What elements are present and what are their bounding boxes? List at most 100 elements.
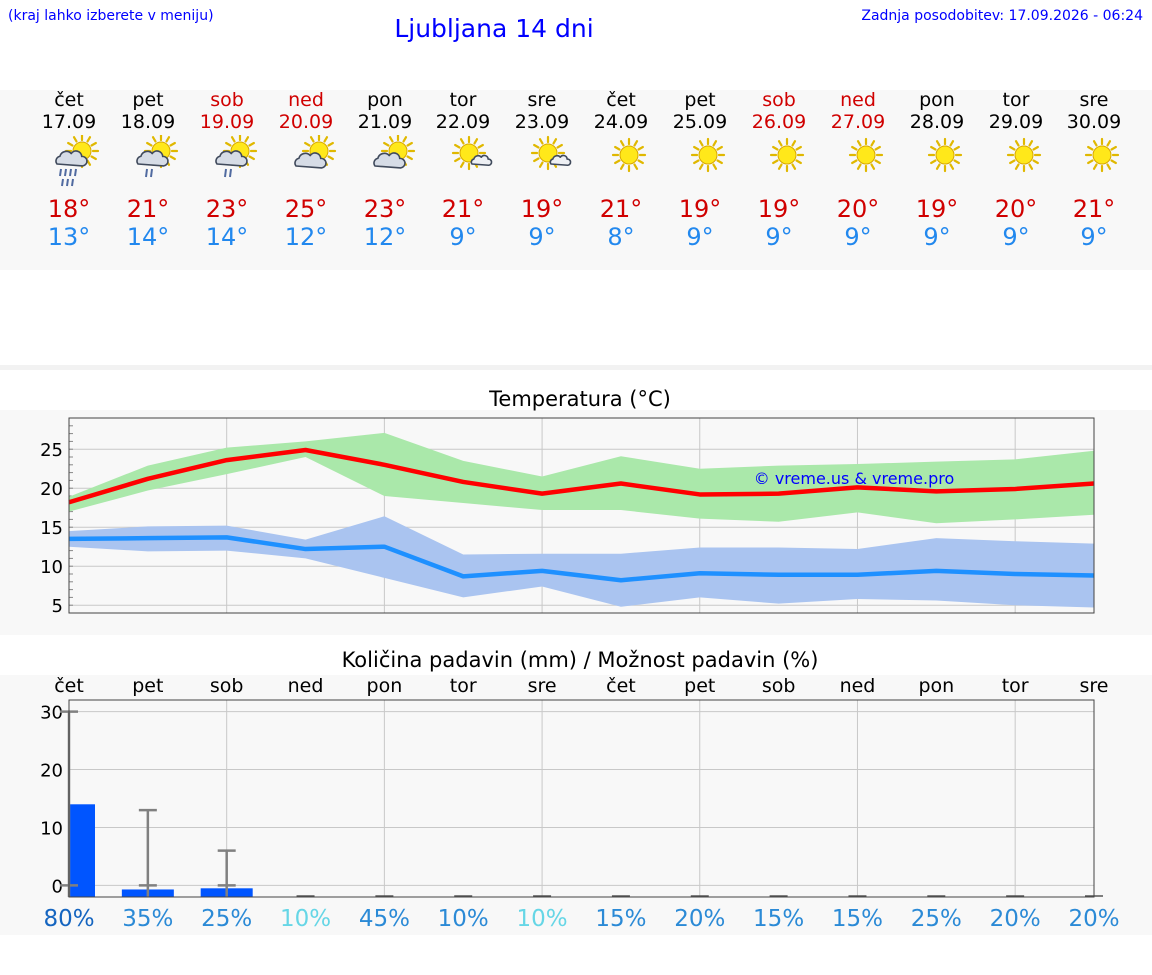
max-temperature: 18° — [47, 195, 91, 223]
min-temperature: 9° — [528, 223, 556, 251]
min-temperature: 12° — [363, 223, 407, 251]
min-temperature: 9° — [1080, 223, 1108, 251]
precipitation-probability: 10% — [517, 906, 568, 932]
max-temperature: 20° — [994, 195, 1038, 223]
y-tick-label: 20 — [40, 761, 63, 782]
min-temperature-line — [68, 535, 1095, 583]
precipitation-chart: čet pet sob ned pon tor sre čet pet sob ned pon tor s… — [40, 675, 1119, 932]
day-date: 21.09 — [357, 111, 413, 133]
max-temperature: 19° — [678, 195, 722, 223]
min-temperature: 13° — [47, 223, 91, 251]
menu-hint-link[interactable]: (kraj lahko izberete v meniju) — [8, 8, 214, 24]
day-date: 18.09 — [120, 111, 176, 133]
sun-icon — [769, 137, 805, 173]
precipitation-chart-title: Količina padavin (mm) / Možnost padavin … — [341, 648, 819, 672]
sun-cloud-rain-icon — [136, 135, 179, 178]
watermark: © vreme.us & vreme.pro — [754, 469, 955, 488]
day-name: sob — [210, 89, 244, 111]
day-column: sob 26.09 19° 9° — [739, 90, 819, 252]
daily-forecast-strip: čet 17.09 18° 13° pet 18.09 21° 14° sob 19.09 23° 1… — [0, 90, 1152, 270]
category-label: pet — [684, 675, 715, 697]
category-label: ned — [840, 675, 876, 697]
day-date: 28.09 — [909, 111, 965, 133]
max-temperature: 19° — [757, 195, 801, 223]
page-title: Ljubljana 14 dni — [394, 14, 594, 43]
day-name: tor — [1002, 89, 1030, 111]
day-date: 25.09 — [672, 111, 728, 133]
day-name: čet — [54, 89, 84, 111]
category-label: sob — [762, 675, 796, 697]
min-temperature: 14° — [205, 223, 249, 251]
day-date: 23.09 — [514, 111, 570, 133]
sun-cloud-rain-icon — [215, 135, 258, 178]
min-temperature: 12° — [284, 223, 328, 251]
category-label: čet — [54, 675, 84, 697]
day-column: pon 28.09 19° 9° — [897, 89, 977, 252]
day-date: 20.09 — [278, 111, 334, 133]
sun-icon — [1084, 137, 1120, 173]
y-tick-label: 20 — [40, 479, 63, 500]
day-date: 22.09 — [435, 111, 491, 133]
max-temperature: 23° — [205, 195, 249, 223]
max-temperature: 20° — [836, 195, 880, 223]
y-tick-label: 30 — [40, 703, 63, 724]
min-temperature: 9° — [686, 223, 714, 251]
min-temperature-band — [69, 516, 1094, 608]
y-tick-label: 15 — [40, 518, 63, 539]
day-column: čet 24.09 21° 8° — [581, 90, 661, 252]
precipitation-probability: 20% — [990, 906, 1041, 932]
sun-cloud-icon — [373, 135, 416, 169]
day-column: pet 25.09 19° 9° — [660, 89, 740, 252]
sun-icon — [1006, 137, 1042, 173]
precipitation-probability: 15% — [832, 906, 883, 932]
max-temperature: 23° — [363, 195, 407, 223]
min-temperature: 9° — [449, 223, 477, 251]
precipitation-probability: 80% — [43, 906, 94, 932]
precipitation-probability: 45% — [359, 906, 410, 932]
day-name: tor — [449, 89, 477, 111]
min-temperature: 8° — [607, 223, 635, 251]
min-temperature: 14° — [126, 223, 170, 251]
day-name: ned — [840, 89, 876, 111]
sun-small-cloud-icon — [451, 135, 493, 171]
sun-icon — [927, 137, 963, 173]
day-date: 29.09 — [988, 111, 1044, 133]
day-date: 26.09 — [751, 111, 807, 133]
max-temperature: 19° — [520, 195, 564, 223]
day-name: pet — [684, 89, 716, 111]
day-name: sre — [1079, 89, 1109, 111]
category-label: pon — [918, 675, 954, 697]
precipitation-bar — [69, 804, 95, 897]
min-temperature: 9° — [844, 223, 872, 251]
day-column: tor 29.09 20° 9° — [976, 89, 1056, 252]
y-tick-label: 25 — [40, 440, 63, 461]
max-temperature: 21° — [1072, 195, 1116, 223]
temperature-chart-title: Temperatura (°C) — [489, 387, 671, 411]
category-label: pon — [367, 675, 403, 697]
min-temperature: 9° — [1002, 223, 1030, 251]
day-column: pon 21.09 23° 12° — [345, 90, 425, 251]
divider — [0, 365, 1152, 370]
day-name: pon — [919, 89, 955, 111]
day-name: pet — [132, 89, 164, 111]
plot-frame — [68, 699, 1095, 898]
day-column: ned 20.09 25° 12° — [266, 90, 346, 251]
day-date: 27.09 — [830, 111, 886, 133]
day-name: ned — [288, 89, 324, 111]
day-column: pet 18.09 21° 14° — [108, 90, 188, 251]
precipitation-probability: 20% — [1068, 906, 1119, 932]
precipitation-probability: 15% — [595, 906, 646, 932]
max-temperature: 21° — [126, 195, 170, 223]
min-temperature: 9° — [765, 223, 793, 251]
precipitation-probability: 25% — [201, 906, 252, 932]
category-label: pet — [132, 675, 163, 697]
day-date: 30.09 — [1066, 111, 1122, 133]
day-column: sre 23.09 19° 9° — [502, 90, 582, 251]
category-label: čet — [606, 675, 636, 697]
category-label: tor — [1002, 675, 1029, 697]
sun-icon — [611, 137, 647, 173]
sun-icon — [848, 137, 884, 173]
min-temperature: 9° — [923, 223, 951, 251]
max-temperature: 19° — [915, 195, 959, 223]
max-temperature-line — [68, 447, 1095, 505]
